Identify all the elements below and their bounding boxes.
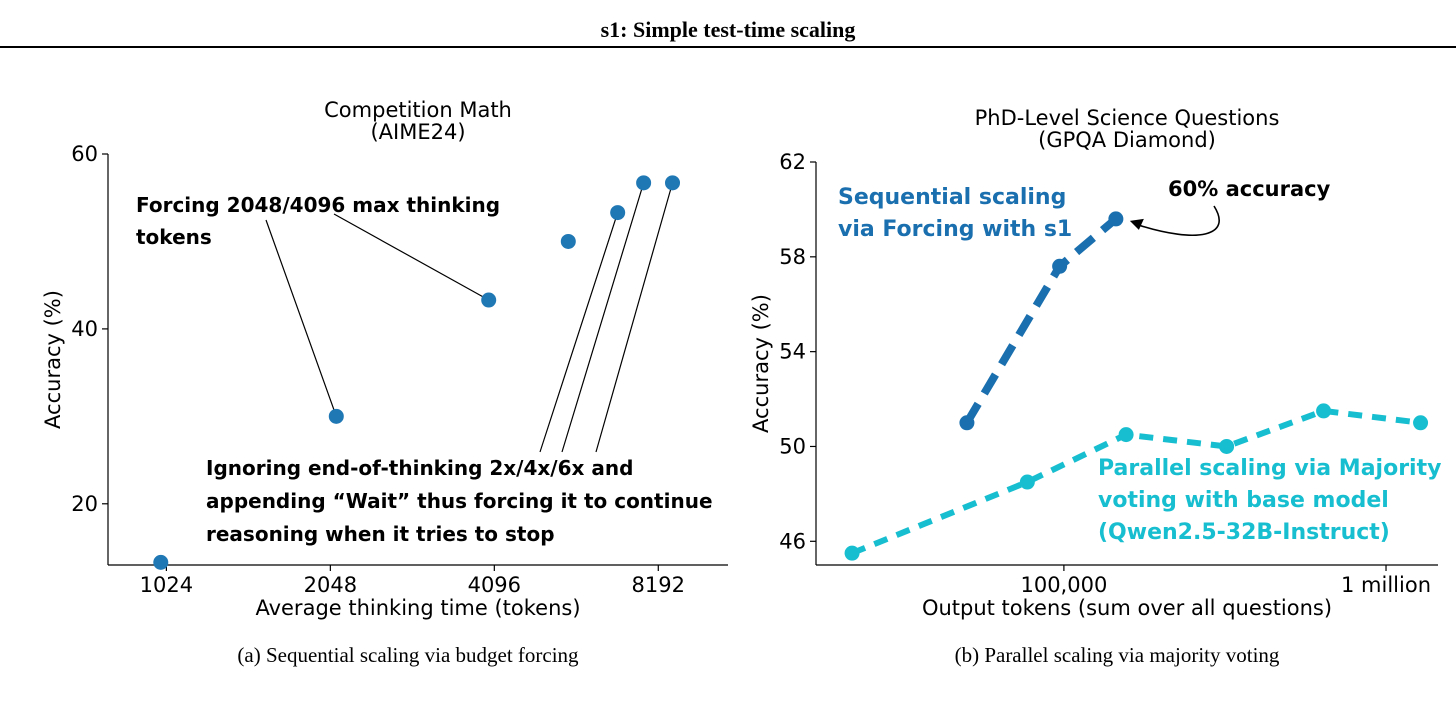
- y-tick-label: 60: [71, 142, 98, 166]
- series-label-parallel: (Qwen2.5-32B-Instruct): [1098, 520, 1390, 545]
- chart-title: (GPQA Diamond): [1038, 128, 1216, 152]
- x-axis-label: Output tokens (sum over all questions): [922, 596, 1332, 620]
- figure-caption: (a) Sequential scaling via budget forcin…: [237, 643, 579, 667]
- data-point: [481, 292, 497, 308]
- annotation-arrowhead: [1129, 218, 1144, 230]
- data-point: [844, 545, 860, 561]
- paper-title: s1: Simple test-time scaling: [600, 17, 856, 42]
- data-point: [1413, 415, 1429, 431]
- data-point: [560, 233, 576, 249]
- data-point: [610, 205, 626, 221]
- x-axis-label: Average thinking time (tokens): [255, 596, 580, 620]
- chart-title: Competition Math: [324, 98, 512, 122]
- data-point: [1118, 427, 1134, 443]
- y-tick-label: 50: [779, 434, 806, 458]
- series-label-parallel: voting with base model: [1098, 488, 1389, 513]
- paper-header: s1: Simple test-time scaling: [0, 0, 1456, 48]
- y-tick-label: 20: [71, 492, 98, 516]
- x-tick-label: 1 million: [1341, 573, 1431, 597]
- annotation-60-accuracy: 60% accuracy: [1168, 177, 1331, 201]
- x-tick-label: 8192: [632, 573, 685, 597]
- data-point: [959, 415, 975, 431]
- series-label-sequential: via Forcing with s1: [838, 217, 1072, 242]
- annotation-forcing: Forcing 2048/4096 max thinking: [136, 193, 500, 217]
- data-point: [1108, 211, 1124, 227]
- x-tick-label: 1024: [140, 573, 193, 597]
- data-point: [665, 175, 681, 191]
- chart-title: PhD-Level Science Questions: [975, 106, 1280, 130]
- data-point: [328, 408, 344, 424]
- y-tick-label: 54: [779, 340, 806, 364]
- data-point: [153, 554, 169, 570]
- series-label-parallel: Parallel scaling via Majority: [1098, 456, 1441, 481]
- annotation-ignoring: Ignoring end-of-thinking 2x/4x/6x and: [206, 456, 633, 480]
- chart-title: (AIME24): [370, 120, 465, 144]
- annotation-ignoring: reasoning when it tries to stop: [206, 522, 555, 546]
- data-point: [1219, 438, 1235, 454]
- y-axis-label: Accuracy (%): [41, 290, 65, 429]
- annotation-leader-line: [333, 213, 490, 301]
- annotation-ignoring: appending “Wait” thus forcing it to cont…: [206, 489, 713, 513]
- gpqa-chart: 100,000 1 million 46 50 54 58 62 PhD-Level Scie…: [749, 106, 1441, 667]
- series-label-sequential: Sequential scaling: [838, 185, 1066, 210]
- series-line: [850, 407, 1421, 556]
- x-tick-label: 100,000: [1020, 573, 1107, 597]
- x-tick-label: 2048: [304, 573, 357, 597]
- annotation-arrow: [1137, 205, 1220, 236]
- annotation-leader-line: [595, 182, 674, 453]
- y-tick-label: 62: [779, 150, 806, 174]
- figure-caption: (b) Parallel scaling via majority voting: [955, 643, 1280, 667]
- x-tick-label: 4096: [468, 573, 521, 597]
- series-line: [963, 215, 1119, 425]
- y-tick-label: 58: [779, 245, 806, 269]
- data-point: [1316, 403, 1332, 419]
- annotation-leader-line: [539, 212, 619, 453]
- data-point: [636, 175, 652, 191]
- y-axis-label: Accuracy (%): [749, 294, 773, 433]
- aime24-chart: 1024 2048 4096 8192 20 40 60 Competition Math(A…: [41, 98, 728, 667]
- data-point: [1019, 474, 1035, 490]
- annotation-leader-line: [561, 182, 645, 453]
- annotation-leader-line: [265, 219, 337, 417]
- data-point: [1052, 258, 1068, 274]
- y-tick-label: 40: [71, 317, 98, 341]
- y-tick-label: 46: [779, 529, 806, 553]
- annotation-forcing: tokens: [136, 225, 212, 249]
